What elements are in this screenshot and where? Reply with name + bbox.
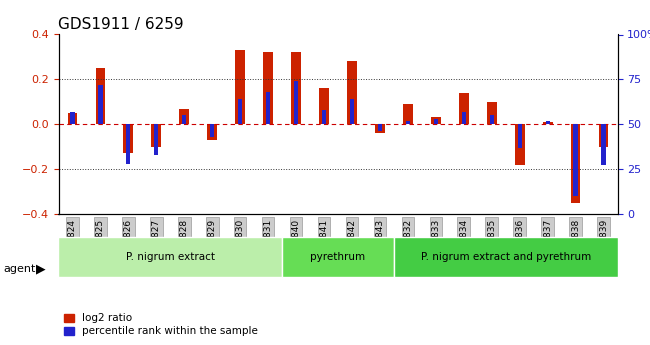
Bar — [70, 112, 75, 124]
Bar — [294, 81, 298, 124]
Bar — [124, 124, 133, 153]
Bar — [406, 121, 410, 124]
Bar — [515, 124, 525, 165]
Bar — [319, 88, 329, 124]
Bar — [543, 122, 552, 124]
Bar — [322, 110, 326, 124]
Bar — [98, 85, 103, 124]
Bar — [601, 124, 606, 166]
Bar — [462, 112, 466, 124]
Bar — [375, 124, 385, 133]
Text: agent: agent — [3, 264, 36, 274]
Bar — [235, 50, 245, 124]
Bar — [378, 124, 382, 131]
FancyBboxPatch shape — [394, 237, 618, 277]
Bar — [179, 108, 189, 124]
Bar — [459, 93, 469, 124]
Bar — [434, 119, 438, 124]
Text: ▶: ▶ — [36, 263, 46, 276]
Bar — [489, 115, 494, 124]
Bar — [207, 124, 217, 140]
Bar — [347, 61, 357, 124]
Bar — [487, 102, 497, 124]
Bar — [266, 92, 270, 124]
Bar — [182, 115, 187, 124]
Text: GDS1911 / 6259: GDS1911 / 6259 — [58, 17, 184, 32]
Bar — [431, 117, 441, 124]
Bar — [238, 99, 242, 124]
Bar — [210, 124, 215, 137]
FancyBboxPatch shape — [58, 237, 282, 277]
FancyBboxPatch shape — [282, 237, 394, 277]
Bar — [263, 52, 273, 124]
Bar — [545, 121, 550, 124]
Bar — [573, 124, 578, 196]
Bar — [68, 113, 77, 124]
Text: pyrethrum: pyrethrum — [311, 252, 365, 262]
Bar — [571, 124, 580, 203]
Bar — [291, 52, 301, 124]
Text: P. nigrum extract: P. nigrum extract — [126, 252, 214, 262]
Bar — [599, 124, 608, 147]
Legend: log2 ratio, percentile rank within the sample: log2 ratio, percentile rank within the s… — [64, 313, 258, 336]
Bar — [126, 124, 131, 164]
Bar — [350, 99, 354, 124]
Text: P. nigrum extract and pyrethrum: P. nigrum extract and pyrethrum — [421, 252, 591, 262]
Bar — [403, 104, 413, 124]
Bar — [154, 124, 159, 155]
Bar — [96, 68, 105, 124]
Bar — [517, 124, 522, 148]
Bar — [151, 124, 161, 147]
